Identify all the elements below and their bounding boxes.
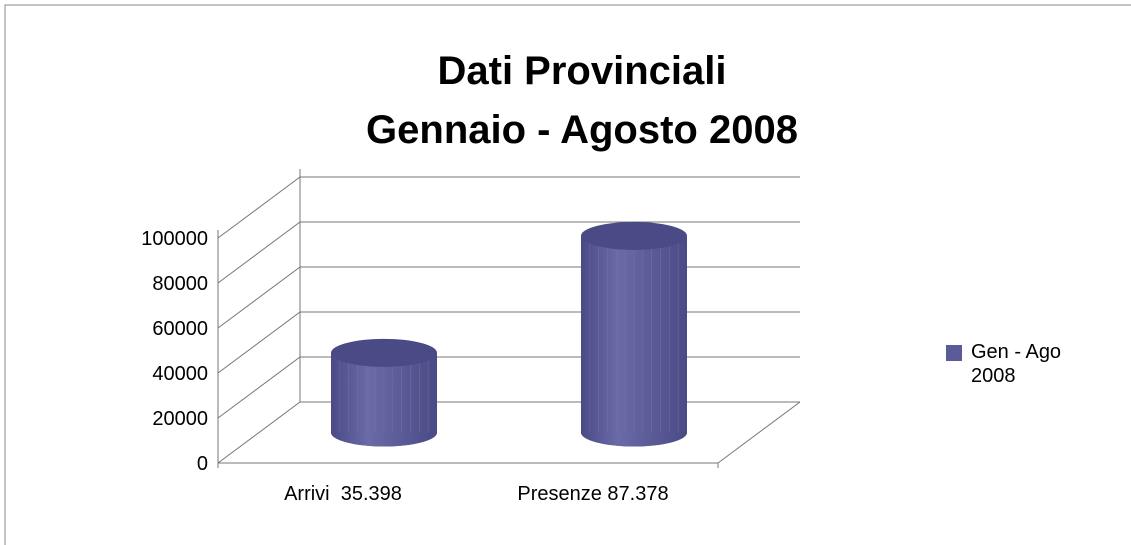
x-tick-label: Arrivi 35.398 — [284, 483, 402, 505]
floor-edge — [717, 401, 801, 464]
grid-line — [217, 311, 800, 374]
y-tick-label: 80000 — [152, 273, 208, 295]
grid-line — [217, 266, 800, 329]
grid-line — [217, 176, 800, 239]
chart-title: Gennaio - Agosto 2008 — [366, 108, 798, 152]
grid-line — [217, 401, 800, 464]
cylinder-bottom — [331, 432, 437, 447]
x-tick-label: Presenze 87.378 — [517, 483, 668, 505]
y-tick-label: 20000 — [152, 408, 208, 430]
y-tick-label: 0 — [197, 453, 208, 475]
chart-title: Dati Provinciali — [438, 49, 727, 93]
y-tick-label: 60000 — [152, 318, 208, 340]
legend-label: Gen - Ago 2008 — [971, 341, 1062, 387]
frame — [4, 4, 1131, 545]
legend-swatch — [946, 345, 962, 361]
y-tick-label: 100000 — [141, 228, 208, 250]
bar-top — [331, 338, 437, 367]
bar-top — [581, 221, 687, 250]
grid-line — [217, 221, 800, 284]
cylinder-bottom — [581, 432, 687, 447]
y-tick-label: 40000 — [152, 363, 208, 385]
grid-line — [217, 356, 800, 419]
